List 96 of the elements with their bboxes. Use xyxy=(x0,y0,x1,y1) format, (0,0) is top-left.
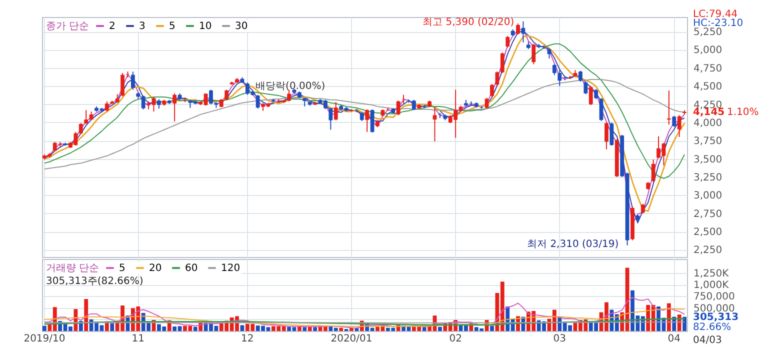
legend-title: 종가 단순 xyxy=(46,21,90,32)
y-tick-label: 3,250 xyxy=(694,172,722,184)
candlestick xyxy=(78,122,83,135)
y-tick-label: 5,000 xyxy=(694,45,722,56)
candlestick xyxy=(500,52,504,74)
x-tick-label: 11 xyxy=(132,334,145,344)
annotation: 305,313주(82.66%) xyxy=(46,276,144,287)
legend-label: 120 xyxy=(221,263,240,274)
bar xyxy=(193,326,198,331)
candlestick xyxy=(588,86,593,106)
candlestick xyxy=(287,89,291,102)
line-series xyxy=(44,308,686,327)
x-tick-label: 03 xyxy=(553,334,566,344)
text: LC:79.44 xyxy=(693,9,738,20)
text: 1.10% xyxy=(727,107,759,118)
bar xyxy=(682,316,686,331)
candlestick xyxy=(104,100,109,112)
candlestick xyxy=(558,70,562,87)
candlestick xyxy=(126,71,130,78)
annotation: 배당락(0.00%) xyxy=(256,81,326,92)
candlestick xyxy=(370,108,374,134)
legend-label: 5 xyxy=(169,21,176,32)
candlestick xyxy=(516,23,520,35)
x-tick-label: 04 xyxy=(668,334,680,344)
candlestick xyxy=(328,107,333,130)
bar xyxy=(313,327,318,331)
candlestick xyxy=(594,88,598,100)
candlestick xyxy=(224,89,229,100)
candlestick xyxy=(532,43,536,65)
candlestick xyxy=(604,122,608,150)
text: 82.66% xyxy=(693,322,732,333)
legend-label: 2 xyxy=(109,21,116,32)
y-tick-label: 2,250 xyxy=(694,245,722,256)
legend-label: 10 xyxy=(199,21,212,32)
y-tick-label: 2,750 xyxy=(694,208,722,220)
line-series xyxy=(44,297,686,328)
bar xyxy=(42,326,46,331)
candlestick xyxy=(584,81,588,95)
bar xyxy=(422,327,426,331)
x-tick-label: 02 xyxy=(449,334,462,344)
text: 305,313 xyxy=(693,312,739,323)
line-series xyxy=(44,79,686,170)
legend-label: 3 xyxy=(139,21,146,32)
candlestick xyxy=(365,108,370,132)
x-tick-label: 2020/01 xyxy=(330,334,372,344)
candlestick xyxy=(157,98,161,110)
candlestick xyxy=(677,114,682,138)
bar xyxy=(110,323,114,331)
y-tick-label: 4,500 xyxy=(694,82,722,93)
candlestick xyxy=(256,94,260,110)
text: 04/03 xyxy=(693,335,722,346)
candlestick xyxy=(130,71,135,90)
candlestick xyxy=(640,203,645,214)
y-tick-label: 5,250 xyxy=(694,27,722,38)
y-tick-label: 4,000 xyxy=(694,118,722,129)
candlestick xyxy=(172,92,177,122)
line-series xyxy=(44,318,686,326)
bar xyxy=(302,327,307,331)
y-tick-label: 4,750 xyxy=(694,63,722,74)
y-tick-label: 750,000 xyxy=(694,292,735,303)
candlestick xyxy=(672,115,676,128)
candlestick xyxy=(610,122,614,146)
candlestick xyxy=(84,110,88,124)
bar xyxy=(438,326,442,331)
bar xyxy=(240,325,244,331)
y-tick-label: 3,500 xyxy=(694,154,722,166)
candlestick xyxy=(552,64,556,76)
candlestick xyxy=(334,102,338,121)
candlestick xyxy=(651,159,656,183)
candlestick xyxy=(666,90,671,126)
candlestick xyxy=(578,70,582,82)
candlestick xyxy=(432,106,437,142)
annotation: 최저 2,310 (03/19) xyxy=(527,239,619,250)
y-tick-label: 3,000 xyxy=(694,190,722,202)
text: HC:-23.10 xyxy=(693,18,744,29)
bar xyxy=(490,326,494,331)
legend-title: 거래량 단순 xyxy=(46,263,100,274)
bar xyxy=(339,328,344,331)
legend-label: 60 xyxy=(185,263,198,274)
legend-label: 20 xyxy=(149,263,162,274)
y-tick-label: 3,750 xyxy=(694,136,722,148)
candlestick xyxy=(506,35,510,48)
candlestick xyxy=(396,100,400,116)
candlestick xyxy=(120,72,124,97)
candlestick xyxy=(438,112,442,119)
annotation: 최고 5,390 (02/20) xyxy=(422,17,514,28)
legend-label: 5 xyxy=(119,263,126,274)
x-tick-label: 2019/10 xyxy=(24,334,66,344)
candlestick xyxy=(141,95,146,110)
candlestick xyxy=(490,83,494,98)
y-tick-label: 1,000K xyxy=(694,280,730,292)
candlestick xyxy=(495,71,500,86)
y-tick-label: 1,250K xyxy=(694,268,730,280)
legend-label: 30 xyxy=(235,21,248,32)
y-tick-label: 2,500 xyxy=(694,227,722,238)
x-tick-label: 12 xyxy=(241,334,254,344)
